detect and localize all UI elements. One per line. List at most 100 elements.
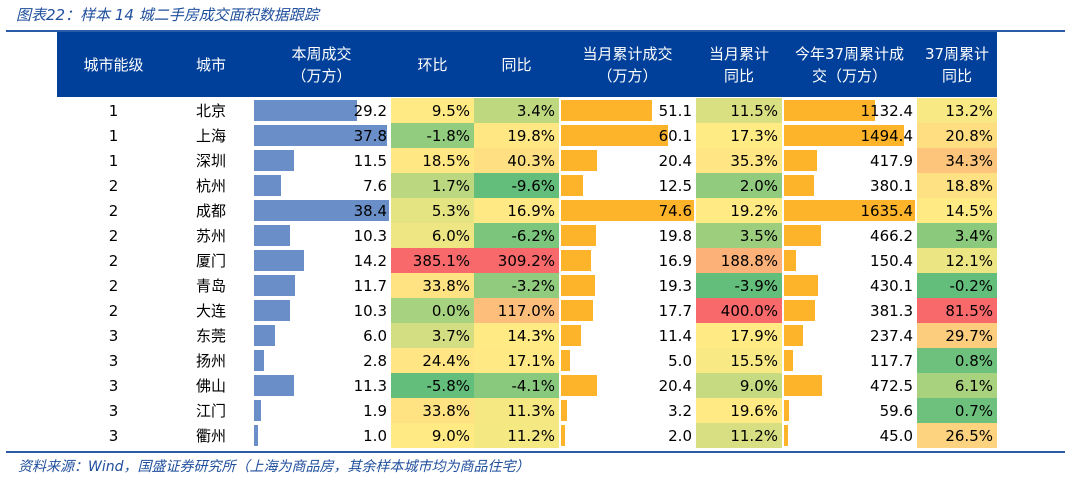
cell-value: 37.8 [353, 126, 387, 145]
data-bar [561, 250, 592, 271]
cell-value: 10.3 [353, 301, 387, 320]
cell-value: 1 [108, 126, 119, 145]
column-header: 环比 [417, 55, 448, 74]
cell-value: 60.1 [658, 126, 692, 145]
cell-value: 深圳 [195, 152, 226, 170]
table-cell: 16.9% [474, 198, 559, 223]
column-header: 当月累计成交 （万方） [582, 44, 673, 85]
table-cell: 11.7 [252, 273, 391, 298]
cell-value: 1.9 [363, 401, 387, 420]
data-bar [254, 400, 261, 421]
cell-value: 16.9 [658, 251, 692, 270]
cell-value: 10.3 [353, 226, 387, 245]
table-cell: 2.0 [559, 423, 696, 448]
cell-value: -3.9% [734, 276, 778, 295]
cell-value: 0.0% [431, 301, 470, 320]
table-cell: 11.2% [696, 423, 782, 448]
cell-value: 厦门 [195, 252, 226, 270]
cell-value: 1 [108, 101, 119, 120]
cell-value: 17.1% [507, 351, 555, 370]
cell-value: 9.5% [431, 101, 470, 120]
table-header: 城市能级 城市 本周成交 （万方） 环比 同比 当月累计成交 （万方） 当月累计 同比 今年3… [57, 32, 997, 97]
cell-value: 11.3% [507, 401, 555, 420]
cell-value: 江门 [195, 402, 226, 420]
table-cell: 扬州 [170, 348, 252, 373]
data-bar [561, 225, 597, 246]
cell-value: 18.5% [422, 151, 470, 170]
column-header: 城市能级 [83, 55, 144, 74]
table-cell: 2 [57, 198, 170, 223]
cell-value: 20.4 [658, 151, 692, 170]
table-row: 2 大连 10.3 0.0% 117.0% 17.7 400.0% 381.3 81.5% [57, 298, 997, 323]
cell-value: 417.9 [870, 151, 913, 170]
cell-value: 11.5 [353, 151, 387, 170]
data-bar [254, 125, 387, 146]
table-cell: -3.9% [696, 273, 782, 298]
table-cell: 466.2 [782, 223, 917, 248]
table-cell: 400.0% [696, 298, 782, 323]
table-cell: 青岛 [170, 273, 252, 298]
cell-value: 11.7 [353, 276, 387, 295]
cell-value: 成都 [195, 202, 226, 220]
table-cell: -5.8% [391, 373, 474, 398]
table-cell: 1 [57, 98, 170, 123]
cell-value: 5.0 [668, 351, 692, 370]
table-cell: 3 [57, 373, 170, 398]
table-cell: 7.6 [252, 173, 391, 198]
cell-value: 81.5% [945, 301, 993, 320]
cell-value: 11.5% [730, 101, 778, 120]
table-cell: 81.5% [917, 298, 997, 323]
data-bar [784, 400, 789, 421]
data-bar [784, 175, 815, 196]
cell-value: 400.0% [720, 301, 778, 320]
cell-value: 6.0% [431, 226, 470, 245]
table-cell: -9.6% [474, 173, 559, 198]
data-bar [784, 125, 904, 146]
cell-value: 472.5 [870, 376, 913, 395]
cell-value: 1635.4 [860, 201, 914, 220]
cell-value: 35.3% [730, 151, 778, 170]
cell-value: 29.2 [353, 101, 387, 120]
cell-value: 2.8 [363, 351, 387, 370]
cell-value: 74.6 [658, 201, 692, 220]
cell-value: 3.4% [954, 226, 993, 245]
table-cell: 14.2 [252, 248, 391, 273]
data-bar [784, 275, 819, 296]
table-cell: 34.3% [917, 148, 997, 173]
data-bar [561, 400, 567, 421]
table-cell: 3.4% [917, 223, 997, 248]
cell-value: 3 [108, 376, 119, 395]
data-bar [784, 300, 815, 321]
cell-value: 5.3% [431, 201, 470, 220]
table-cell: 1 [57, 123, 170, 148]
table-cell: 3 [57, 423, 170, 448]
table-cell: 0.0% [391, 298, 474, 323]
table-row: 3 衢州 1.0 9.0% 11.2% 2.0 11.2% 45.0 26.5% [57, 423, 997, 448]
cell-value: 15.5% [730, 351, 778, 370]
table-cell: -1.8% [391, 123, 474, 148]
column-header: 本周成交 （万方） [291, 44, 352, 85]
data-bar [254, 275, 296, 296]
cell-value: 1494.4 [860, 126, 914, 145]
table-cell: 17.7 [559, 298, 696, 323]
cell-value: 26.5% [945, 426, 993, 445]
data-bar [784, 325, 804, 346]
table-cell: 117.7 [782, 348, 917, 373]
data-bar [561, 150, 598, 171]
table-cell: 19.6% [696, 398, 782, 423]
table-row: 2 青岛 11.7 33.8% -3.2% 19.3 -3.9% 430.1 -0.2% [57, 273, 997, 298]
cell-value: 0.7% [954, 401, 993, 420]
cell-value: 3 [108, 326, 119, 345]
cell-value: 苏州 [195, 227, 226, 245]
table-cell: 472.5 [782, 373, 917, 398]
cell-value: 11.4 [658, 326, 692, 345]
cell-value: 19.2% [730, 201, 778, 220]
data-bar [561, 325, 582, 346]
table-cell: 37.8 [252, 123, 391, 148]
table-cell: 11.3% [474, 398, 559, 423]
table-cell: 33.8% [391, 398, 474, 423]
table-row: 3 扬州 2.8 24.4% 17.1% 5.0 15.5% 117.7 0.8% [57, 348, 997, 373]
table-cell: 3 [57, 348, 170, 373]
cell-value: 6.0 [363, 326, 387, 345]
cell-value: 51.1 [658, 101, 692, 120]
